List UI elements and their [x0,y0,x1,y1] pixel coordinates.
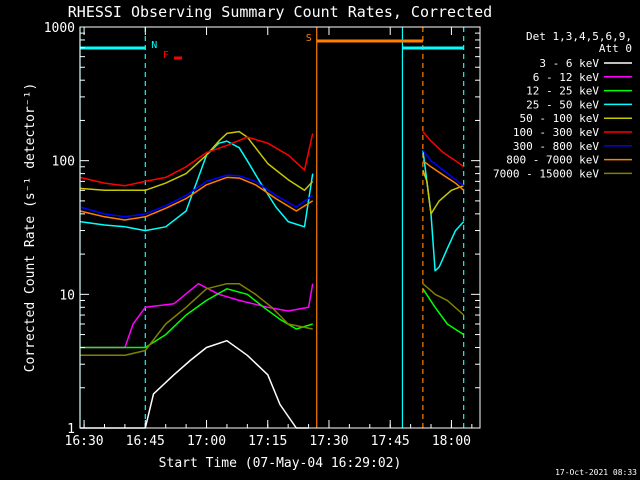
footer-timestamp: 17-Oct-2021 08:33 [555,468,637,477]
legend-label-8: 7000 - 15000 keV [493,167,599,180]
x-tick-label-2: 17:00 [187,434,226,449]
marker-label-f: F [163,50,169,61]
x-tick-label-0: 16:30 [65,434,104,449]
series-line-0-segment-0 [80,339,309,429]
legend-label-3: 25 - 50 keV [526,98,599,111]
series-line-7-segment-0 [79,176,314,221]
legend-label-1: 6 - 12 keV [533,71,600,84]
time-interval-markers: NF S [79,27,465,428]
series-line-3-segment-0 [79,140,314,232]
legend-header-line-2: Att 0 [599,42,632,55]
y-tick-label-3: 1000 [44,21,75,36]
series-line-7-segment-1 [422,160,465,191]
legend-label-6: 300 - 800 keV [513,140,599,153]
x-tick-label-5: 17:45 [371,434,410,449]
y-tick-label-0: 1 [67,422,75,437]
plot-frame [79,26,481,429]
series-line-6-segment-0 [79,174,314,218]
legend-label-7: 800 - 7000 keV [506,154,599,167]
series-line-8-segment-1 [422,283,465,316]
series-line-6-segment-1 [422,149,465,187]
y-tick-label-2: 100 [52,155,75,170]
x-tick-label-4: 17:30 [309,434,348,449]
chart-title: RHESSI Observing Summary Count Rates, Co… [68,3,492,21]
x-axis: 16:30 16:45 17:00 17:15 17:30 17:45 18:00 [65,27,473,449]
marker-label-n: N [151,40,157,51]
series-line-2-segment-0 [80,288,313,349]
x-tick-label-6: 18:00 [432,434,471,449]
x-tick-label-3: 17:15 [248,434,287,449]
y-axis-label: Corrected Count Rate (s⁻¹ detector⁻¹) [23,83,38,373]
series-line-5-segment-0 [79,133,314,187]
series-line-2-segment-1 [422,288,465,336]
series-line-4-segment-1 [422,169,464,215]
x-tick-label-1: 16:45 [126,434,165,449]
series-line-5-segment-1 [422,131,465,168]
series-line-8-segment-0 [80,282,313,357]
x-axis-label: Start Time (07-May-04 16:29:02) [159,456,402,471]
legend-label-0: 3 - 6 keV [539,57,599,70]
marker-label-s: S [306,33,312,44]
legend-label-2: 12 - 25 keV [526,85,599,98]
series-line-4-segment-0 [79,130,314,192]
series-lines [79,130,465,429]
legend-label-4: 50 - 100 keV [520,112,600,125]
legend-label-5: 100 - 300 keV [513,126,599,139]
y-axis: 1 10 100 1000 [44,21,480,437]
legend-header-line-1: Det 1,3,4,5,6,9, [526,30,632,43]
y-tick-label-1: 10 [59,288,75,303]
